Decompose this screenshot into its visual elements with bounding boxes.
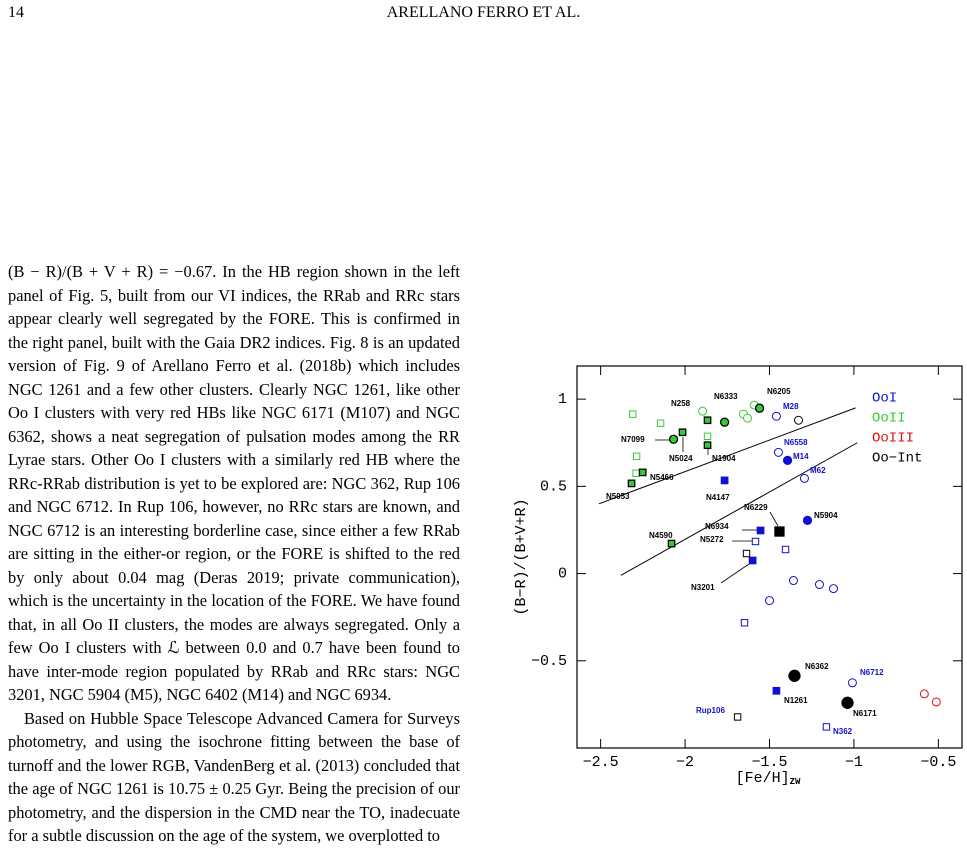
data-point xyxy=(822,723,831,731)
data-point xyxy=(703,432,712,440)
data-point xyxy=(656,419,665,427)
data-point xyxy=(743,413,753,423)
point-label: N1261 xyxy=(784,696,808,705)
data-point xyxy=(742,549,751,558)
point-label: N3201 xyxy=(691,583,715,592)
point-label: N7099 xyxy=(621,435,645,444)
point-label: N6171 xyxy=(853,709,877,718)
boundary-line xyxy=(598,407,856,505)
data-point xyxy=(733,713,742,721)
data-point xyxy=(740,619,749,627)
boundary-line xyxy=(620,442,858,576)
data-point xyxy=(765,596,774,606)
data-point xyxy=(828,584,838,594)
y-tick-label: 0 xyxy=(558,566,567,583)
data-point xyxy=(782,455,793,466)
text-column: (B − R)/(B + V + R) = −0.67. In the HB r… xyxy=(8,260,460,848)
data-point xyxy=(748,556,757,565)
data-point xyxy=(919,689,929,699)
point-label: N5272 xyxy=(700,535,724,544)
data-point xyxy=(754,403,765,413)
data-point xyxy=(771,411,781,421)
point-label: M14 xyxy=(793,452,809,461)
data-point xyxy=(668,434,679,444)
point-label: N5904 xyxy=(814,511,838,520)
point-label: N6934 xyxy=(705,522,729,531)
point-label: N5053 xyxy=(606,492,630,501)
x-tick-label: −2 xyxy=(676,754,694,771)
legend-entry: OoII xyxy=(872,411,906,427)
data-point xyxy=(814,580,824,590)
point-label: N258 xyxy=(671,399,691,408)
data-point xyxy=(799,473,809,483)
data-point xyxy=(751,537,760,546)
legend-entry: Oo−Int xyxy=(872,451,922,467)
data-point xyxy=(667,539,676,548)
point-label: N6229 xyxy=(744,503,768,512)
data-point xyxy=(678,428,687,437)
y-axis-label: (B−R)/(B+V+R) xyxy=(513,498,530,615)
data-point xyxy=(703,441,712,450)
data-point xyxy=(632,452,641,461)
point-label: M62 xyxy=(810,466,826,475)
legend-entry: OoIII xyxy=(872,431,914,447)
x-axis-label-sub: ZW xyxy=(790,777,801,787)
data-point xyxy=(703,416,712,425)
data-point xyxy=(774,526,785,537)
point-label: N6558 xyxy=(784,438,808,447)
data-point xyxy=(788,669,801,682)
data-point xyxy=(756,526,765,535)
data-point xyxy=(627,479,636,488)
point-label: N6333 xyxy=(714,392,738,401)
y-tick-label: 0.5 xyxy=(540,478,567,495)
point-label: N6205 xyxy=(767,387,791,396)
data-point xyxy=(841,696,854,709)
running-head: ARELLANO FERRO ET AL. xyxy=(386,4,581,21)
point-label: N4147 xyxy=(706,493,730,502)
data-point xyxy=(719,417,730,427)
data-point xyxy=(772,686,781,695)
x-tick-label: −1.5 xyxy=(751,754,787,771)
point-label: N6362 xyxy=(805,662,829,671)
paragraph: Based on Hubble Space Telescope Advanced… xyxy=(8,708,460,846)
leader-lines xyxy=(655,437,779,584)
x-axis-label: [Fe/H]ZW xyxy=(736,770,801,787)
x-axis-label-main: [Fe/H] xyxy=(736,770,790,787)
data-point xyxy=(638,468,647,477)
point-label: N5024 xyxy=(669,454,693,463)
x-tick-label: −1 xyxy=(845,754,863,771)
y-tick-label: 1 xyxy=(558,391,567,408)
legend-entry: OoI xyxy=(872,391,897,407)
data-point xyxy=(773,447,783,457)
point-label: N5466 xyxy=(650,473,674,482)
data-point xyxy=(847,678,857,688)
data-point xyxy=(788,576,798,586)
data-point xyxy=(781,545,790,554)
x-tick-label: −2.5 xyxy=(583,754,619,771)
point-label: Rup106 xyxy=(696,706,725,715)
data-point xyxy=(931,697,941,707)
point-label: N4590 xyxy=(649,531,673,540)
data-point xyxy=(720,476,729,485)
x-tick-label: −0.5 xyxy=(920,754,956,771)
page-number: 14 xyxy=(8,4,24,21)
leader-line xyxy=(769,511,779,527)
data-point xyxy=(794,415,804,425)
data-point xyxy=(629,410,637,418)
y-tick-label: −0.5 xyxy=(531,653,567,670)
leader-line xyxy=(720,563,750,584)
point-label: M28 xyxy=(783,402,799,411)
data-point xyxy=(802,515,813,526)
point-label: N1904 xyxy=(712,454,736,463)
point-label: N362 xyxy=(833,727,853,736)
paragraph: (B − R)/(B + V + R) = −0.67. In the HB r… xyxy=(8,262,460,704)
point-label: N6712 xyxy=(860,668,884,677)
data-point xyxy=(698,406,708,416)
data-point xyxy=(632,469,640,477)
